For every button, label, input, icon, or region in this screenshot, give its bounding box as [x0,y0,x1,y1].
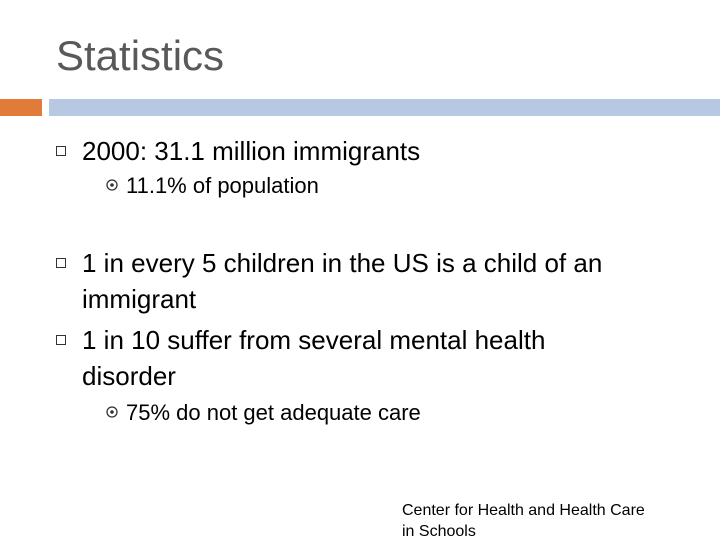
square-bullet-icon [56,335,66,345]
accent-bar [0,99,42,116]
sub-bullet-text: 75% do not get adequate care [126,400,421,425]
source-line: Center for Health and Health Care [402,502,645,519]
circled-dot-bullet-icon [106,406,118,418]
square-bullet-icon [56,258,66,268]
source-line: in Schools [402,523,476,540]
bullet-text: 1 in every 5 children in the US is a chi… [82,248,603,278]
square-bullet-icon [56,146,66,156]
bullet-text: disorder [82,361,176,391]
bullet-text: immigrant [82,284,197,314]
bullet-text: 2000: 31.1 million immigrants [82,136,421,166]
bullet-text: 1 in 10 suffer from several mental healt… [82,325,546,355]
sub-bullet-text: 11.1% of population [126,173,319,198]
source-note: Center for Health and Health Care in Sch… [402,500,645,542]
slide-title: Statistics [56,32,225,79]
circled-dot-bullet-icon [106,179,118,191]
header-bar [49,99,720,116]
